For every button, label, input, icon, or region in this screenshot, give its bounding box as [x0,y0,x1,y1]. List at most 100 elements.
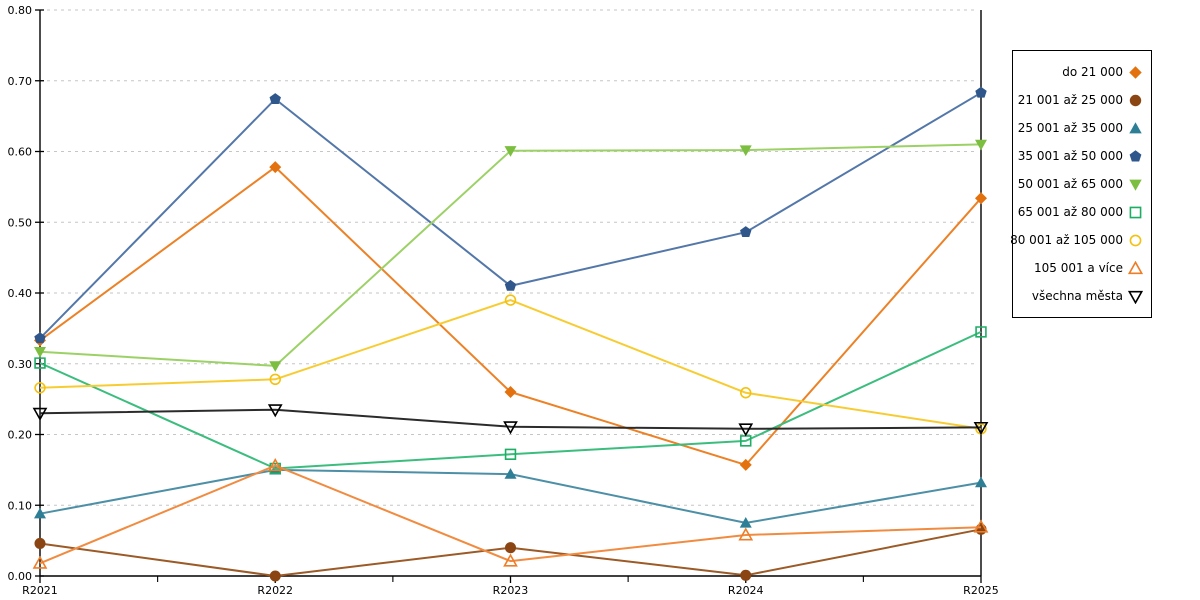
legend-item: 21 001 až 25 000 [1017,93,1143,108]
legend-item: 35 001 až 50 000 [1017,149,1143,164]
series-35-001-až-50-000 [34,86,987,344]
series-všechna-města [32,404,989,437]
triangle-up-marker-icon [738,527,754,541]
y-tick-label: 0.80 [8,4,33,17]
circle-marker-icon [34,537,46,549]
triangle-down-marker-icon [1129,179,1142,191]
pentagon-marker-icon [740,226,752,238]
triangle-up-marker-icon [267,457,283,472]
series-line [39,408,982,430]
y-tick-label: 0.20 [8,429,33,442]
legend-label: všechna města [1031,289,1123,303]
circle-marker-icon [1129,94,1142,106]
triangle-up-marker-icon [1129,121,1142,133]
circle-marker-icon [740,387,752,399]
y-tick-label: 0.50 [8,216,33,229]
legend-label: 21 001 až 25 000 [1017,93,1123,107]
x-tick-label: R2024 [728,584,764,597]
circle-marker-icon [269,570,281,582]
circle-marker-icon [269,373,281,386]
x-tick-label: R2022 [257,584,293,597]
legend-label: 50 001 až 65 000 [1017,177,1123,191]
x-tick-label: R2025 [963,584,999,597]
triangle-down-marker-icon [267,404,283,418]
circle-marker-icon [740,569,752,581]
y-tick-label: 0.10 [8,499,33,512]
legend-label: do 21 000 [1062,65,1123,79]
legend-label: 105 001 a více [1033,261,1123,275]
triangle-down-marker-icon [973,421,989,436]
triangle-up-marker-icon [32,555,48,569]
triangle-up-marker-icon [739,516,752,528]
x-tick-label: R2021 [22,584,58,597]
series-105-001-a-více [32,457,989,569]
triangle-down-marker-icon [739,145,752,157]
legend-label: 35 001 až 50 000 [1017,149,1123,163]
pentagon-marker-icon [34,332,46,344]
series-80-001-až-105-000 [34,294,987,435]
triangle-down-marker-icon [269,361,282,372]
diamond-marker-icon [1129,65,1142,79]
diamond-marker-icon [739,458,752,471]
triangle-up-marker-icon [973,519,989,533]
series-line [39,91,982,340]
square-marker-icon [34,357,46,369]
circle-marker-icon [1129,94,1142,106]
series-50-001-až-65-000 [34,139,987,372]
square-marker-icon [975,326,987,338]
y-tick-label: 0.40 [8,287,33,300]
square-marker-icon [1129,206,1142,218]
series-line [39,330,982,470]
pentagon-marker-icon [504,279,517,291]
triangle-up-marker-icon [504,468,517,479]
triangle-down-marker-icon [1129,179,1142,191]
legend-item: 105 001 a více [1021,260,1143,276]
legend-label: 65 001 až 80 000 [1017,205,1123,219]
y-tick-label: 0.30 [8,358,33,371]
chart-legend: do 21 000 21 001 až 25 000 25 001 až 35 00… [1010,50,1152,318]
series-do-21-000 [34,161,987,471]
diamond-marker-icon [975,192,987,205]
circle-marker-icon [504,294,517,306]
square-marker-icon [504,448,517,461]
line-chart-canvas: 0.00 0.10 0.20 0.30 0.40 0.50 0.60 0.70 0.80 R202… [8,4,999,597]
diamond-marker-icon [269,161,282,174]
series-25-001-až-35-000 [34,463,987,528]
pentagon-marker-icon [1129,149,1142,162]
circle-marker-icon [1129,234,1142,246]
series-65-001-až-80-000 [34,326,987,475]
triangle-up-marker-icon [34,507,46,519]
series-line [39,166,982,466]
series-line [39,464,982,565]
circle-marker-icon [34,382,46,394]
y-tick-label: 0.70 [8,75,33,88]
y-tick-label: 0.60 [8,146,33,159]
legend-item: 80 001 až 105 000 [1010,233,1143,248]
pentagon-marker-icon [269,93,281,104]
triangle-down-marker-icon [975,139,987,151]
series-line [39,299,982,430]
legend-item: 50 001 až 65 000 [1017,177,1143,192]
triangle-up-marker-icon [975,476,987,488]
y-tick-label: 0.00 [8,570,33,583]
triangle-down-marker-icon [1128,290,1143,304]
triangle-down-marker-icon [32,407,48,421]
circle-marker-icon [504,542,517,554]
triangle-up-marker-icon [1128,260,1143,274]
triangle-down-marker-icon [503,421,518,435]
triangle-down-marker-icon [504,146,517,157]
square-marker-icon [1129,206,1142,218]
legend-item: 65 001 až 80 000 [1017,205,1143,220]
triangle-up-marker-icon [503,553,518,567]
triangle-up-marker-icon [1129,121,1142,133]
triangle-down-marker-icon [1128,290,1143,304]
legend-label: 25 001 až 35 000 [1017,121,1123,135]
circle-marker-icon [1129,234,1142,246]
series-line [39,143,982,367]
legend-label: 80 001 až 105 000 [1010,233,1123,247]
triangle-down-marker-icon [738,423,754,437]
pentagon-marker-icon [1129,149,1142,162]
pentagon-marker-icon [975,86,987,98]
square-marker-icon [740,435,752,447]
